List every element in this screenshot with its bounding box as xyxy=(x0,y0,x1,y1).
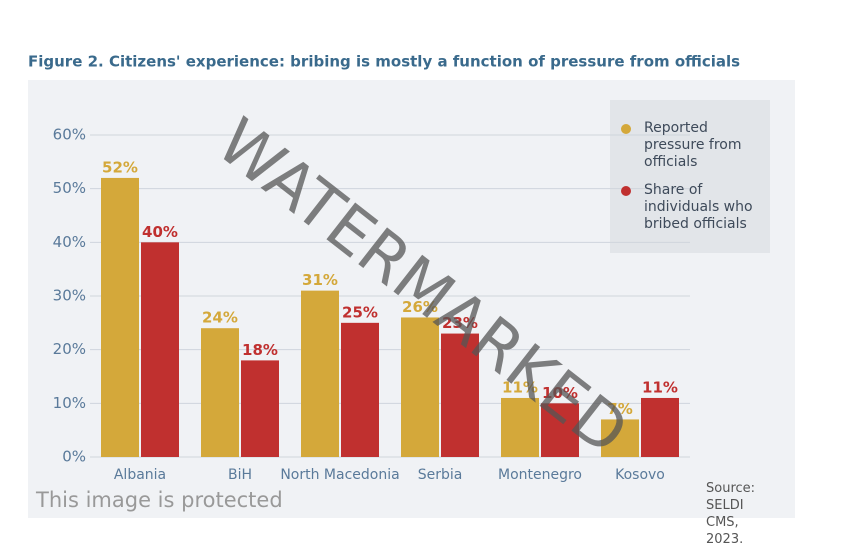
bar xyxy=(341,322,379,457)
legend-box xyxy=(610,100,770,253)
legend-item: Reported pressure from officials xyxy=(618,120,768,171)
chart-title: Figure 2. Citizens' experience: bribing … xyxy=(28,53,740,71)
value-label: 18% xyxy=(242,341,278,359)
value-label: 52% xyxy=(102,158,138,176)
bar xyxy=(541,403,579,457)
y-tick-label: 0% xyxy=(62,448,86,466)
y-tick-label: 50% xyxy=(53,179,86,197)
legend-marker xyxy=(621,124,631,134)
value-label: 11% xyxy=(642,378,678,396)
value-label: 31% xyxy=(302,271,338,289)
x-tick-label: Kosovo xyxy=(615,467,665,483)
y-tick-label: 60% xyxy=(53,126,86,144)
bar xyxy=(201,328,239,457)
y-tick-label: 40% xyxy=(53,233,86,251)
value-label: 26% xyxy=(402,298,438,316)
x-tick-label: North Macedonia xyxy=(280,467,399,483)
bar xyxy=(601,419,639,457)
x-tick-label: Serbia xyxy=(418,467,463,483)
value-label: 24% xyxy=(202,309,238,327)
bar xyxy=(501,397,539,457)
value-label: 40% xyxy=(142,223,178,241)
legend-marker xyxy=(621,186,631,196)
legend-label: Reported pressure from officials xyxy=(644,120,742,170)
protection-note: This image is protected xyxy=(35,488,283,512)
y-tick-label: 30% xyxy=(53,287,86,305)
value-label: 10% xyxy=(542,384,578,402)
source: Source: SELDI CMS, 2023. xyxy=(706,481,756,547)
value-label: 7% xyxy=(607,400,632,418)
value-label: 25% xyxy=(342,303,378,321)
x-tick-label: Montenegro xyxy=(498,467,582,483)
x-tick-label: BiH xyxy=(228,467,252,483)
legend-label: Share of individuals who bribed official… xyxy=(644,182,753,232)
bar xyxy=(641,397,679,457)
bar xyxy=(441,333,479,457)
bar xyxy=(241,360,279,457)
bar xyxy=(401,317,439,457)
y-tick-label: 20% xyxy=(53,340,86,358)
bar xyxy=(141,242,179,457)
y-tick-label: 10% xyxy=(53,394,86,412)
x-tick-label: Albania xyxy=(114,467,166,483)
value-label: 11% xyxy=(502,378,538,396)
legend-item: Share of individuals who bribed official… xyxy=(618,182,768,233)
value-label: 23% xyxy=(442,314,478,332)
bar xyxy=(101,177,139,457)
bar xyxy=(301,290,339,457)
